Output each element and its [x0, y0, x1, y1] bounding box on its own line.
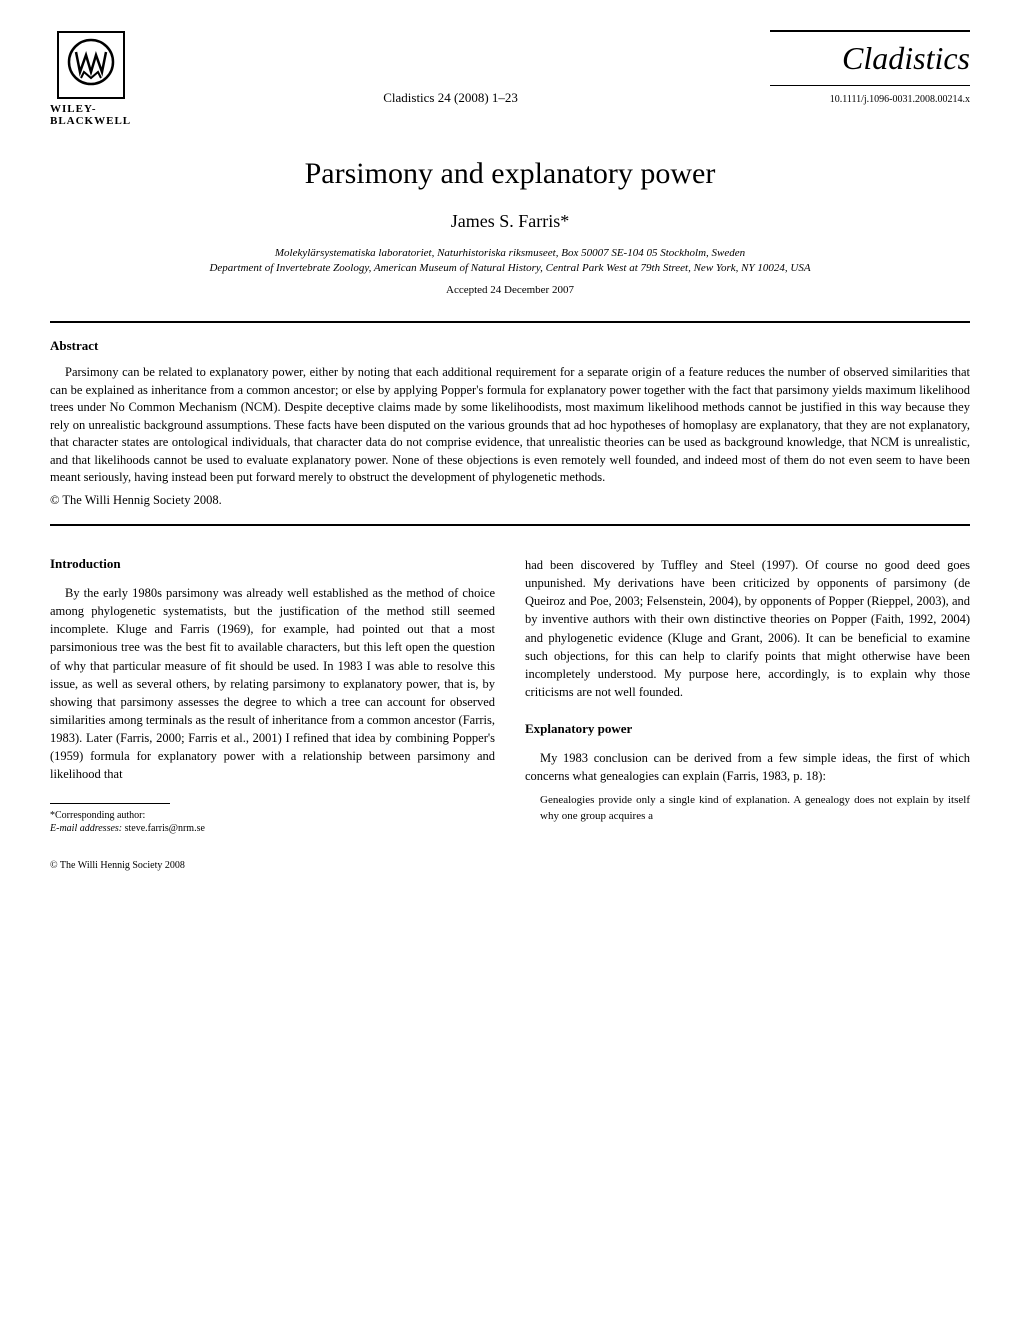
journal-header: Cladistics 10.1111/j.1096-0031.2008.0021… — [770, 30, 970, 105]
citation-text: Cladistics 24 (2008) 1–23 — [383, 90, 518, 105]
header-row: WILEY- BLACKWELL Cladistics 24 (2008) 1–… — [50, 30, 970, 127]
body-columns: Introduction By the early 1980s parsimon… — [50, 556, 970, 871]
divider-bottom — [50, 524, 970, 526]
citation-center: Cladistics 24 (2008) 1–23 — [131, 30, 770, 106]
page-footer: © The Willi Hennig Society 2008 — [50, 860, 495, 871]
introduction-heading: Introduction — [50, 556, 495, 572]
affiliation-2: Department of Invertebrate Zoology, Amer… — [50, 262, 970, 274]
continuation-text: had been discovered by Tuffley and Steel… — [525, 556, 970, 701]
column-right: had been discovered by Tuffley and Steel… — [525, 556, 970, 871]
explanatory-heading: Explanatory power — [525, 721, 970, 737]
abstract-body: Parsimony can be related to explanatory … — [50, 364, 970, 487]
publisher-line1: WILEY- — [50, 103, 97, 115]
wiley-blackwell-logo — [56, 30, 126, 100]
journal-title: Cladistics — [770, 30, 970, 86]
email-address: steve.farris@nrm.se — [125, 823, 205, 834]
spacer — [525, 701, 970, 721]
article-title: Parsimony and explanatory power — [50, 157, 970, 191]
author-name: James S. Farris* — [50, 211, 970, 232]
publisher-logo-section: WILEY- BLACKWELL — [50, 30, 131, 127]
abstract-copyright: © The Willi Hennig Society 2008. — [50, 492, 970, 510]
publisher-line2: BLACKWELL — [50, 115, 131, 127]
doi-text: 10.1111/j.1096-0031.2008.00214.x — [770, 94, 970, 105]
footnote-divider — [50, 803, 170, 804]
abstract-heading: Abstract — [50, 338, 970, 354]
publisher-name: WILEY- BLACKWELL — [50, 103, 131, 127]
explanatory-quote: Genealogies provide only a single kind o… — [540, 793, 970, 824]
corresponding-author-label: *Corresponding author: — [50, 810, 145, 821]
divider-top — [50, 321, 970, 323]
affiliation-1: Molekylärsystematiska laboratoriet, Natu… — [50, 247, 970, 259]
introduction-text: By the early 1980s parsimony was already… — [50, 584, 495, 783]
email-label: E-mail addresses: — [50, 823, 122, 834]
accepted-date: Accepted 24 December 2007 — [50, 284, 970, 296]
explanatory-text: My 1983 conclusion can be derived from a… — [525, 749, 970, 785]
footnote-block: *Corresponding author: E-mail addresses:… — [50, 809, 495, 835]
column-left: Introduction By the early 1980s parsimon… — [50, 556, 495, 871]
